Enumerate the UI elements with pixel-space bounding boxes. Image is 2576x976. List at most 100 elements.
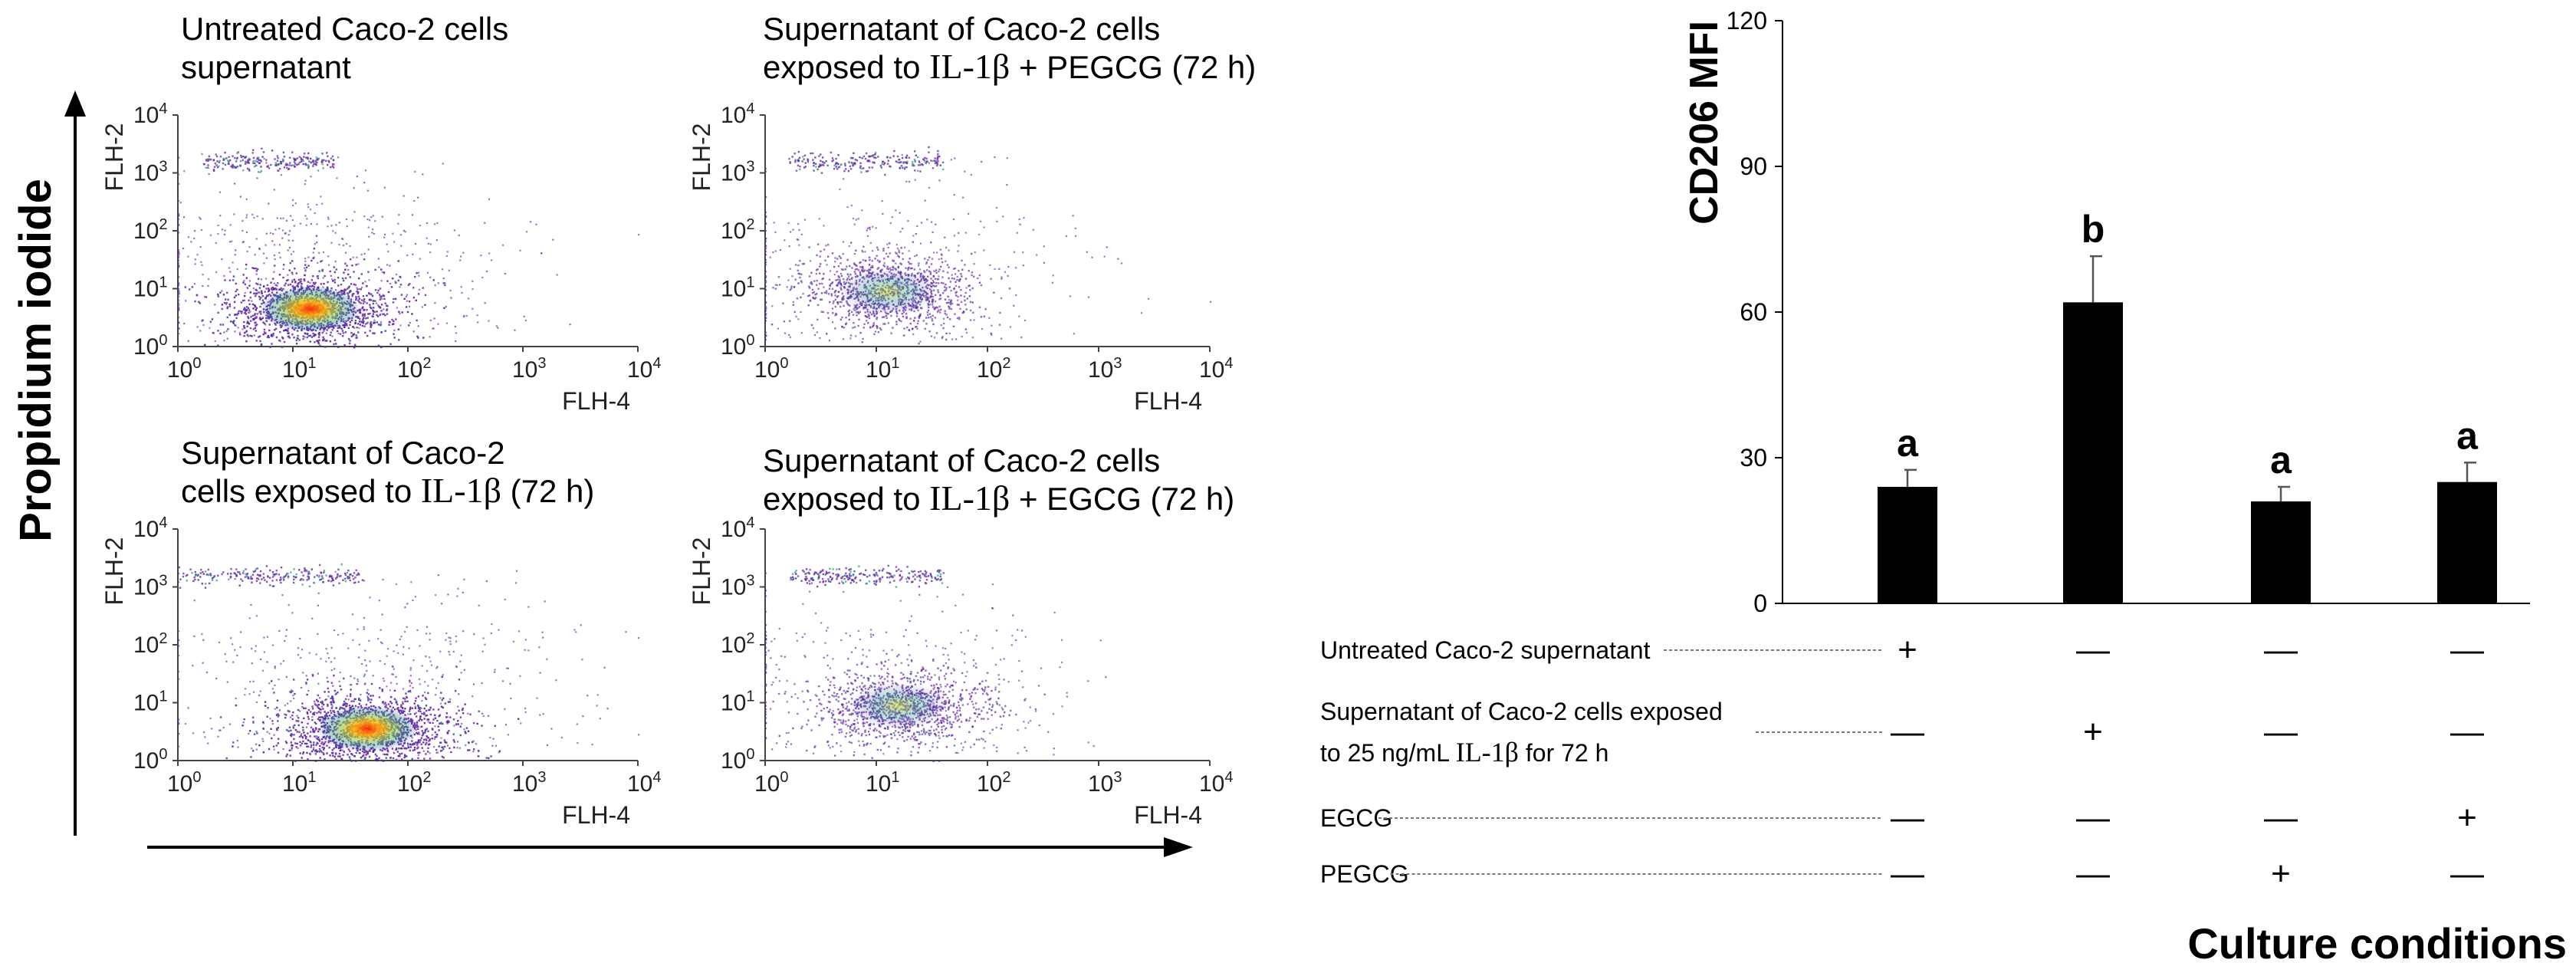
chart-xlabel: Culture conditions xyxy=(2187,919,2567,968)
condition-sign: — xyxy=(2450,713,2484,751)
flow-x-tick-label: 102 xyxy=(977,355,1011,383)
condition-sign: + xyxy=(1898,631,1917,669)
chart-significance-letter: b xyxy=(2082,208,2105,251)
condition-label: Supernatant of Caco-2 cells exposed xyxy=(1320,698,1723,725)
flow-density-core xyxy=(317,705,419,752)
flow-x-tick-label: 103 xyxy=(512,769,547,797)
flow-y-tick-label: 101 xyxy=(721,274,755,302)
condition-row: Supernatant of Caco-2 cells exposed to 25… xyxy=(1320,698,2484,767)
flow-y-tick-label: 104 xyxy=(721,514,755,542)
flow-y-tick-label: 102 xyxy=(721,630,755,658)
flow-panel-title-line2: exposed to IL-1β + EGCG (72 h) xyxy=(763,478,1234,518)
condition-sign: — xyxy=(2264,713,2298,751)
condition-sign: — xyxy=(1891,713,1924,751)
title-text: cells exposed to xyxy=(181,473,421,509)
flh4-axis-arrowhead xyxy=(1164,837,1193,857)
condition-label: Untreated Caco-2 supernatant xyxy=(1320,636,1651,664)
flow-y-tick-label: 101 xyxy=(721,688,755,716)
chart-y-tick-label: 60 xyxy=(1740,298,1767,326)
chart-y-tick-label: 90 xyxy=(1740,153,1767,180)
flow-panel-title-line2: cells exposed to IL-1β (72 h) xyxy=(181,471,594,510)
flow-xlabel: FLH-4 xyxy=(1134,387,1202,415)
condition-sign: — xyxy=(1891,855,1924,892)
chart-y-tick-label: 30 xyxy=(1740,444,1767,472)
flow-y-tick-label: 102 xyxy=(133,216,168,244)
flow-xlabel: FLH-4 xyxy=(1134,801,1202,829)
flow-y-tick-label: 100 xyxy=(133,746,168,774)
flow-x-tick-label: 104 xyxy=(1199,355,1234,383)
cd206-bar-chart: CD206 MFI Culture conditions 0 30 60 90 120 a… xyxy=(1682,7,2567,968)
condition-label: EGCG xyxy=(1320,804,1392,832)
flh4-axis-arrow xyxy=(147,837,1193,857)
flow-xlabel: FLH-4 xyxy=(562,801,630,829)
chart-y-tick-label: 0 xyxy=(1753,590,1767,617)
flow-x-tick-label: 101 xyxy=(282,355,317,383)
flow-panel-title-line1: Supernatant of Caco-2 cells xyxy=(763,11,1160,47)
condition-sign: — xyxy=(2076,855,2110,892)
flow-density-core xyxy=(849,682,948,729)
flow-x-tick-label: 101 xyxy=(866,769,900,797)
condition-row: EGCG — — — + xyxy=(1320,799,2477,836)
flow-ylabel: FLH-2 xyxy=(688,123,715,192)
flow-ylabel: FLH-2 xyxy=(688,537,715,606)
flow-y-tick-label: 103 xyxy=(133,159,168,186)
chart-bar xyxy=(2251,501,2311,603)
chart-ylabel: CD206 MFI xyxy=(1682,21,1727,225)
chart-bar xyxy=(2063,302,2123,603)
flow-y-tick-label: 103 xyxy=(721,159,755,186)
flow-y-tick-label: 102 xyxy=(721,216,755,244)
flow-scatter-dots xyxy=(765,146,1212,345)
chart-bar xyxy=(2437,481,2497,603)
flow-x-tick-label: 101 xyxy=(866,355,900,383)
title-suffix: (72 h) xyxy=(501,473,594,509)
flow-y-tick-label: 100 xyxy=(721,332,755,360)
condition-row: Untreated Caco-2 supernatant + — — — xyxy=(1320,631,2484,669)
propidium-axis-arrowhead xyxy=(64,90,86,117)
flow-y-tick-label: 100 xyxy=(721,746,755,774)
conditions-table: Untreated Caco-2 supernatant + — — —Supernat… xyxy=(1320,631,2484,892)
propidium-axis-title: Propidium iodide xyxy=(11,179,61,542)
condition-sign: + xyxy=(2457,799,2477,836)
flow-scatter-dots xyxy=(178,147,640,349)
condition-sign: — xyxy=(2264,631,2298,669)
propidium-axis: Propidium iodide xyxy=(11,90,86,836)
flow-x-tick-label: 104 xyxy=(627,355,662,383)
condition-sign: — xyxy=(2264,799,2298,836)
condition-sign: + xyxy=(2083,713,2103,751)
flow-scatter-dots xyxy=(765,564,1107,763)
flow-xlabel: FLH-4 xyxy=(562,387,630,415)
condition-sign: — xyxy=(2450,855,2484,892)
title-il1b: IL-1β xyxy=(929,47,1010,86)
condition-sign: — xyxy=(2076,631,2110,669)
flow-y-tick-label: 102 xyxy=(133,630,168,658)
flow-x-tick-label: 100 xyxy=(167,355,202,383)
flow-y-tick-label: 101 xyxy=(133,274,168,302)
condition-sign: — xyxy=(1891,799,1924,836)
flow-y-tick-label: 101 xyxy=(133,688,168,716)
title-text: exposed to xyxy=(763,481,929,517)
flow-panel-title-line1: Untreated Caco-2 cells xyxy=(181,11,508,47)
title-il1b: IL-1β xyxy=(929,478,1010,518)
chart-bar xyxy=(1878,487,1937,603)
title-suffix: + PEGCG (72 h) xyxy=(1010,49,1256,85)
condition-sign: — xyxy=(2450,631,2484,669)
flow-y-tick-label: 104 xyxy=(133,514,168,542)
title-il1b: IL-1β xyxy=(421,471,501,510)
flow-x-tick-label: 101 xyxy=(282,769,317,797)
flow-x-tick-label: 102 xyxy=(397,355,432,383)
title-suffix: + EGCG (72 h) xyxy=(1010,481,1234,517)
condition-label: PEGCG xyxy=(1320,860,1409,888)
condition-label-line2: to 25 ng/mL IL-1β for 72 h xyxy=(1320,737,1608,767)
flow-panel-title-line2: supernatant xyxy=(181,49,351,85)
flow-ylabel: FLH-2 xyxy=(100,123,128,192)
flow-x-tick-label: 104 xyxy=(627,769,662,797)
flow-panel-title-line1: Supernatant of Caco-2 cells xyxy=(763,442,1160,478)
flow-x-tick-label: 102 xyxy=(977,769,1011,797)
chart-significance-letter: a xyxy=(2456,414,2479,457)
flow-x-tick-label: 102 xyxy=(397,769,432,797)
